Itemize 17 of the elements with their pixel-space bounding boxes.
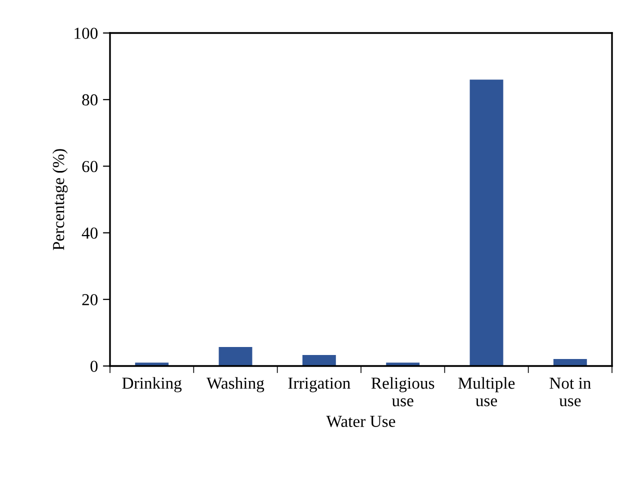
y-tick-label: 60: [82, 160, 98, 172]
bar: [218, 347, 252, 366]
x-axis-title: Water Use: [326, 416, 396, 428]
bar: [470, 80, 504, 366]
y-tick-label: 40: [82, 228, 98, 239]
y-axis-title: Percentage (%): [52, 149, 68, 250]
x-tick-label: Drinking: [122, 377, 182, 392]
bar: [302, 355, 336, 366]
y-tick-label: 0: [90, 360, 98, 372]
y-tick-label: 80: [82, 94, 98, 106]
x-tick-label: Not in use: [550, 378, 591, 406]
y-tick-label: 100: [74, 28, 98, 39]
x-tick-label: Religious use: [371, 377, 434, 406]
x-tick-label: Multiple use: [458, 377, 515, 406]
y-tick-label: 20: [82, 294, 98, 306]
x-tick-label: Irrigation: [288, 378, 350, 392]
x-tick-label: Washing: [206, 377, 264, 392]
